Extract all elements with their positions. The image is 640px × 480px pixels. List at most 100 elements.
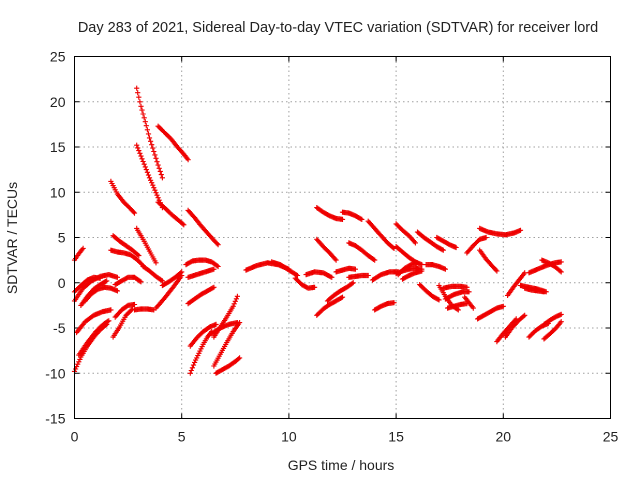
series-arc-46 bbox=[365, 218, 397, 251]
series-arc-05 bbox=[74, 307, 114, 336]
data-point bbox=[146, 135, 153, 141]
series-arc-19 bbox=[140, 263, 165, 284]
data-point bbox=[483, 234, 489, 241]
series-arc-56 bbox=[423, 262, 448, 272]
series-arc-59 bbox=[440, 283, 470, 291]
data-point bbox=[159, 278, 165, 284]
data-point bbox=[230, 303, 236, 309]
data-point bbox=[435, 296, 441, 302]
series-arc-64 bbox=[475, 303, 506, 322]
series-arc-41 bbox=[324, 280, 356, 304]
data-point bbox=[210, 285, 216, 291]
data-point bbox=[148, 177, 154, 183]
series-arc-32 bbox=[213, 355, 243, 376]
series-arc-01 bbox=[71, 245, 86, 263]
data-point bbox=[442, 266, 448, 272]
series-arc-45 bbox=[346, 240, 378, 263]
series-arc-06 bbox=[76, 318, 112, 358]
data-point bbox=[159, 175, 165, 181]
data-point bbox=[521, 313, 527, 319]
data-point bbox=[144, 127, 150, 133]
data-point bbox=[142, 164, 148, 170]
series-arc-53 bbox=[399, 268, 425, 282]
y-tick-label: 10 bbox=[50, 184, 66, 200]
data-point bbox=[144, 169, 150, 175]
data-point bbox=[148, 138, 154, 144]
series-arc-54 bbox=[414, 229, 446, 253]
data-point bbox=[215, 263, 221, 270]
data-point bbox=[190, 362, 197, 368]
data-point bbox=[141, 115, 147, 121]
data-point bbox=[143, 167, 149, 173]
series-arc-65 bbox=[477, 247, 500, 274]
data-point bbox=[214, 263, 220, 269]
data-point bbox=[150, 182, 156, 188]
data-point bbox=[97, 275, 103, 281]
data-point bbox=[372, 257, 378, 263]
data-point bbox=[188, 367, 194, 374]
data-point bbox=[235, 356, 242, 362]
series-arc-44 bbox=[346, 272, 371, 280]
plot-frame bbox=[74, 56, 611, 419]
series-arc-75 bbox=[541, 311, 564, 327]
data-point bbox=[211, 266, 217, 272]
data-point bbox=[114, 274, 120, 280]
series-arc-29 bbox=[187, 329, 215, 376]
data-point bbox=[135, 145, 141, 151]
data-point bbox=[154, 159, 160, 165]
data-point bbox=[329, 274, 335, 280]
data-point bbox=[365, 272, 371, 279]
x-tick-label: 15 bbox=[388, 429, 404, 445]
data-point bbox=[138, 103, 144, 109]
data-point bbox=[371, 256, 377, 262]
series-arc-35 bbox=[269, 259, 301, 279]
series-arc-13 bbox=[112, 301, 138, 320]
data-point bbox=[237, 355, 243, 361]
data-point bbox=[195, 353, 201, 359]
data-point bbox=[500, 303, 506, 309]
data-point bbox=[494, 268, 500, 274]
data-point bbox=[153, 260, 159, 266]
data-point bbox=[557, 268, 563, 274]
data-point bbox=[233, 296, 239, 302]
series-arc-62 bbox=[462, 294, 476, 311]
series-arc-31 bbox=[211, 320, 243, 369]
data-point bbox=[234, 293, 240, 299]
data-point bbox=[131, 210, 138, 216]
y-tick-label: 15 bbox=[50, 139, 66, 155]
y-tick-label: 20 bbox=[50, 94, 66, 110]
data-point bbox=[522, 312, 528, 318]
series-arc-76 bbox=[541, 319, 564, 342]
series-arc-28 bbox=[187, 321, 219, 349]
data-point bbox=[138, 153, 144, 159]
data-point bbox=[412, 240, 418, 246]
data-point bbox=[131, 301, 138, 308]
data-point bbox=[179, 269, 185, 275]
data-point bbox=[77, 356, 83, 362]
series-arc-60 bbox=[442, 289, 472, 302]
data-point bbox=[73, 366, 79, 372]
data-point bbox=[215, 242, 221, 248]
data-point bbox=[152, 187, 158, 193]
data-point bbox=[139, 107, 145, 113]
data-point bbox=[453, 244, 459, 251]
series-arc-22 bbox=[153, 272, 185, 311]
y-tick-label: -15 bbox=[45, 411, 65, 427]
data-point bbox=[149, 180, 155, 186]
data-point bbox=[135, 90, 141, 96]
series-arc-42 bbox=[333, 265, 358, 275]
series-arc-55 bbox=[417, 282, 442, 303]
series-arc-15 bbox=[134, 85, 165, 181]
data-point bbox=[541, 289, 547, 295]
series-arc-52 bbox=[395, 260, 421, 278]
data-point bbox=[140, 158, 146, 165]
data-point bbox=[493, 267, 499, 273]
y-tick-label: 5 bbox=[58, 230, 66, 246]
data-point bbox=[153, 155, 159, 161]
series-arc-40 bbox=[314, 294, 346, 318]
data-point bbox=[134, 85, 140, 91]
data-point bbox=[455, 307, 461, 313]
data-point bbox=[187, 370, 193, 376]
data-point bbox=[145, 131, 152, 137]
